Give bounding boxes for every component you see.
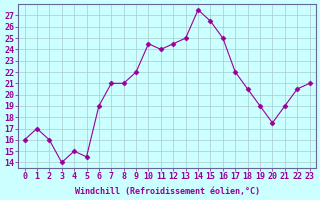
X-axis label: Windchill (Refroidissement éolien,°C): Windchill (Refroidissement éolien,°C) [75,187,260,196]
